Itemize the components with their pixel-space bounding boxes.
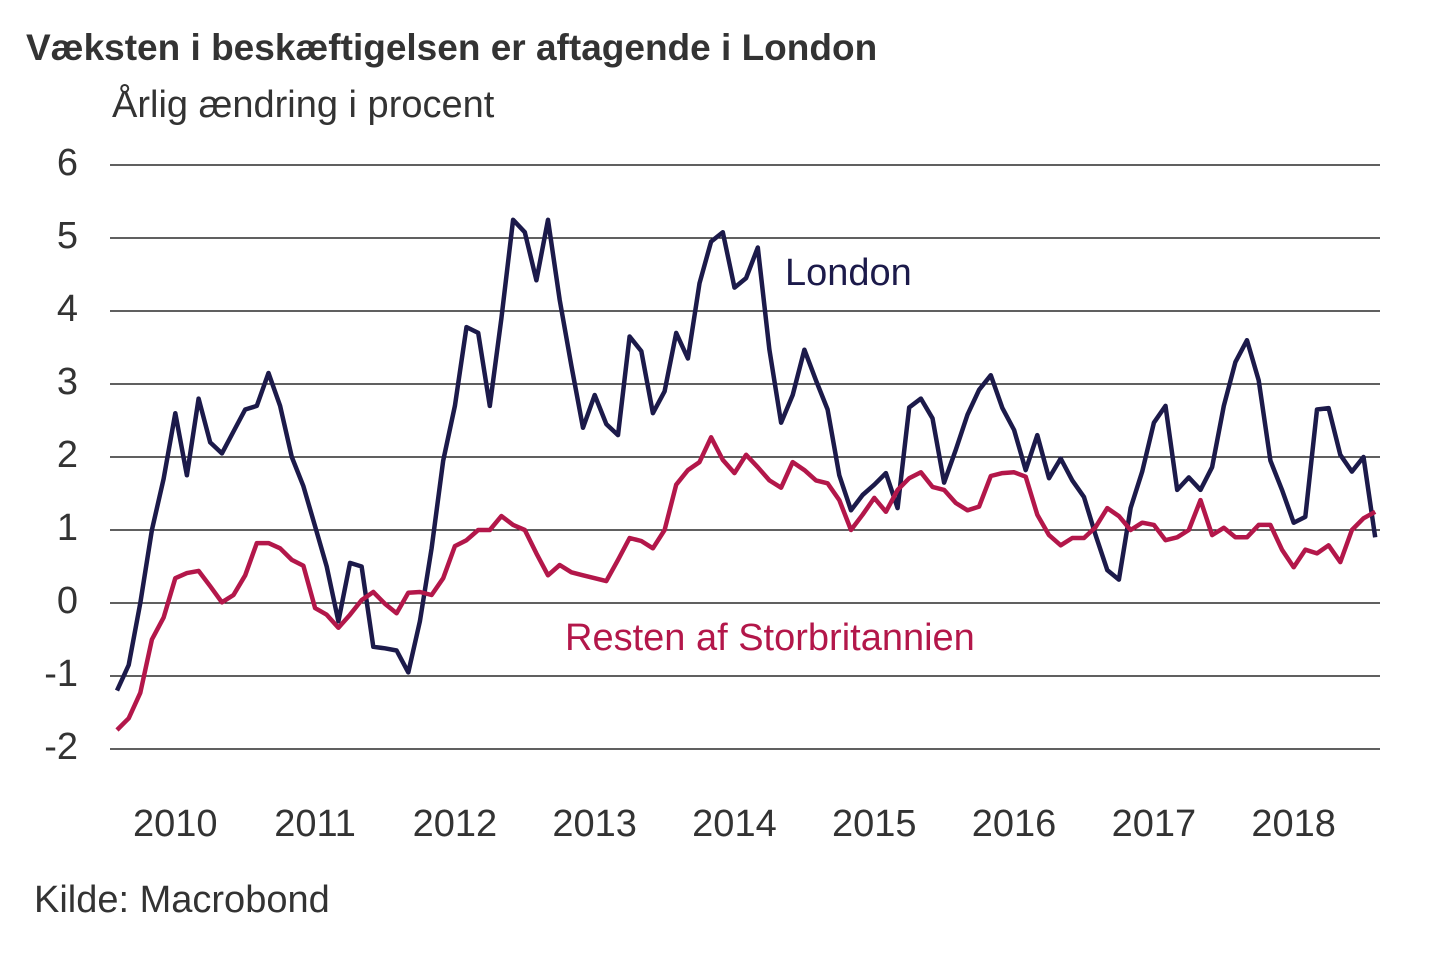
y-tick-label: -1	[44, 653, 78, 695]
x-tick-label: 2016	[972, 803, 1057, 845]
x-tick-label: 2018	[1251, 803, 1336, 845]
x-tick-label: 2012	[413, 803, 498, 845]
x-tick-label: 2015	[832, 803, 917, 845]
x-tick-label: 2010	[133, 803, 218, 845]
chart-subtitle: Årlig ændring i procent	[112, 82, 495, 126]
y-tick-label: 2	[57, 434, 78, 476]
y-tick-label: 1	[57, 507, 78, 549]
source-note: Kilde: Macrobond	[34, 879, 330, 921]
series-label: London	[785, 252, 912, 294]
chart-title: Væksten i beskæftigelsen er aftagende i …	[26, 27, 877, 68]
y-tick-label: -2	[44, 726, 78, 768]
x-tick-label: 2013	[552, 803, 637, 845]
y-tick-label: 0	[57, 580, 78, 622]
series-line	[114, 217, 1378, 692]
y-tick-label: 4	[57, 288, 78, 330]
y-tick-label: 3	[57, 361, 78, 403]
y-tick-label: 6	[57, 142, 78, 184]
x-tick-label: 2011	[274, 803, 356, 845]
series-line	[115, 435, 1377, 732]
series-label: Resten af Storbritannien	[565, 617, 975, 659]
x-tick-label: 2017	[1112, 803, 1197, 845]
y-tick-label: 5	[57, 215, 78, 257]
x-tick-label: 2014	[692, 803, 777, 845]
